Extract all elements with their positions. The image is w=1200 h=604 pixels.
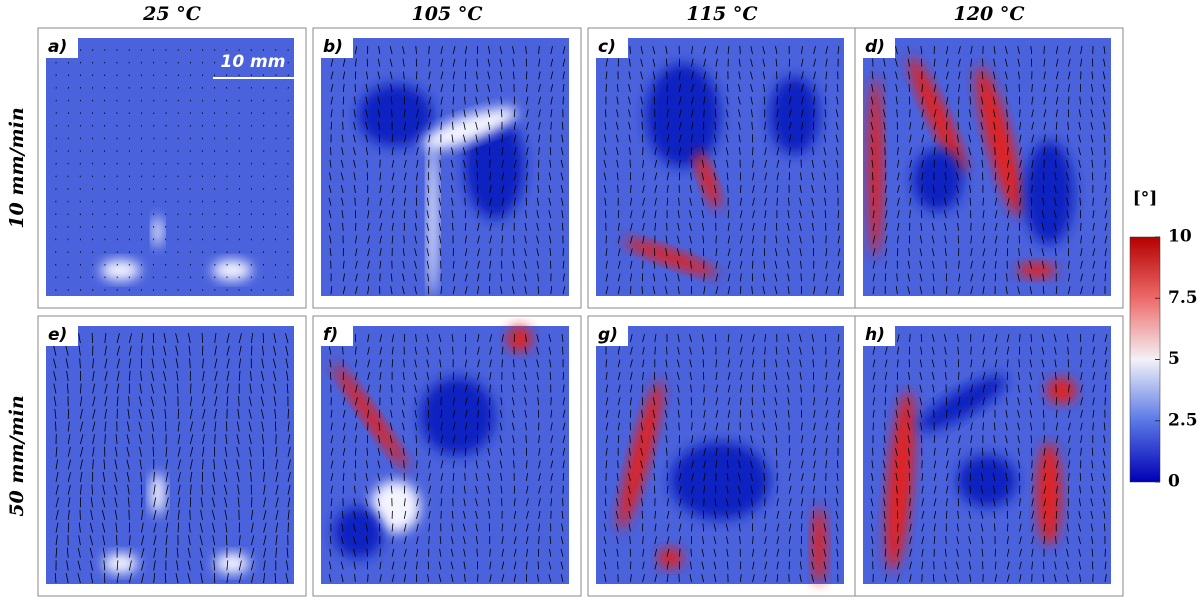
field-map: [321, 326, 569, 584]
field-feature: [333, 363, 409, 470]
panel-label: g): [598, 325, 618, 345]
column-header: 120 °C: [954, 3, 1025, 25]
panel-label-box: [44, 322, 78, 346]
field-map: [46, 326, 294, 584]
field-feature: [623, 238, 718, 276]
panel-label: b): [323, 37, 343, 57]
field-feature: [618, 380, 663, 530]
field-feature: [908, 56, 967, 175]
field-map: [321, 38, 569, 296]
field-feature: [1036, 442, 1062, 546]
field-map: [596, 326, 844, 584]
field-feature: [694, 150, 721, 210]
colorbar-label: [°]: [1133, 189, 1158, 209]
row-header: 10 mm/min: [6, 107, 28, 228]
field-background: [321, 38, 569, 296]
colorbar-tick-label: 0: [1168, 472, 1180, 492]
field-feature: [957, 455, 1017, 507]
field-feature: [1024, 141, 1074, 245]
field-feature: [212, 259, 252, 281]
panel-label-box: [594, 322, 628, 346]
colorbar-tick-label: 7.5: [1168, 288, 1198, 308]
column-header: 105 °C: [412, 3, 483, 25]
field-feature: [769, 76, 820, 155]
field-feature: [422, 107, 517, 150]
scale-bar-label: 10 mm: [220, 52, 285, 72]
field-background: [46, 326, 294, 584]
field-feature: [427, 141, 438, 296]
field-map: [863, 38, 1111, 296]
panel-label-box: [594, 34, 628, 58]
colorbar-tick-label: 2.5: [1168, 410, 1198, 430]
field-feature: [507, 326, 532, 352]
column-header: 115 °C: [687, 3, 758, 25]
field-map: [596, 38, 844, 296]
panel-label: f): [323, 325, 338, 345]
panel-label: c): [598, 37, 616, 57]
colorbar-tick-label: 10: [1168, 227, 1192, 247]
colorbar-tick-label: 5: [1168, 349, 1180, 369]
field-feature: [976, 66, 1023, 217]
field-feature: [867, 76, 883, 258]
panel-label: a): [48, 37, 67, 57]
panel-label-box: [861, 34, 895, 58]
field-feature: [152, 216, 163, 247]
field-feature: [811, 506, 827, 584]
field-background: [46, 38, 294, 296]
field-feature: [464, 115, 525, 219]
field-feature: [358, 84, 433, 147]
field-feature: [150, 473, 166, 515]
panel-label: d): [865, 37, 885, 57]
panel-label-box: [319, 322, 353, 346]
field-feature: [1016, 262, 1057, 278]
row-header: 50 mm/min: [6, 395, 28, 516]
field-feature: [420, 377, 495, 455]
field-map: [863, 326, 1111, 584]
panel-label-box: [319, 34, 353, 58]
panel-label-box: [861, 322, 895, 346]
field-feature: [912, 148, 963, 211]
panel-label: e): [48, 325, 67, 345]
field-feature: [885, 390, 915, 571]
field-background: [596, 38, 844, 296]
field-feature: [645, 63, 720, 167]
column-header: 25 °C: [142, 3, 201, 25]
field-feature: [214, 553, 250, 574]
field-map: [46, 38, 294, 296]
field-feature: [333, 506, 384, 559]
field-feature: [103, 553, 138, 574]
field-feature: [100, 259, 141, 281]
field-feature: [670, 442, 770, 520]
field-feature: [370, 480, 421, 533]
field-feature: [1046, 377, 1077, 404]
field-feature: [658, 547, 683, 569]
panel-label-box: [44, 34, 78, 58]
panel-label: h): [865, 325, 885, 345]
